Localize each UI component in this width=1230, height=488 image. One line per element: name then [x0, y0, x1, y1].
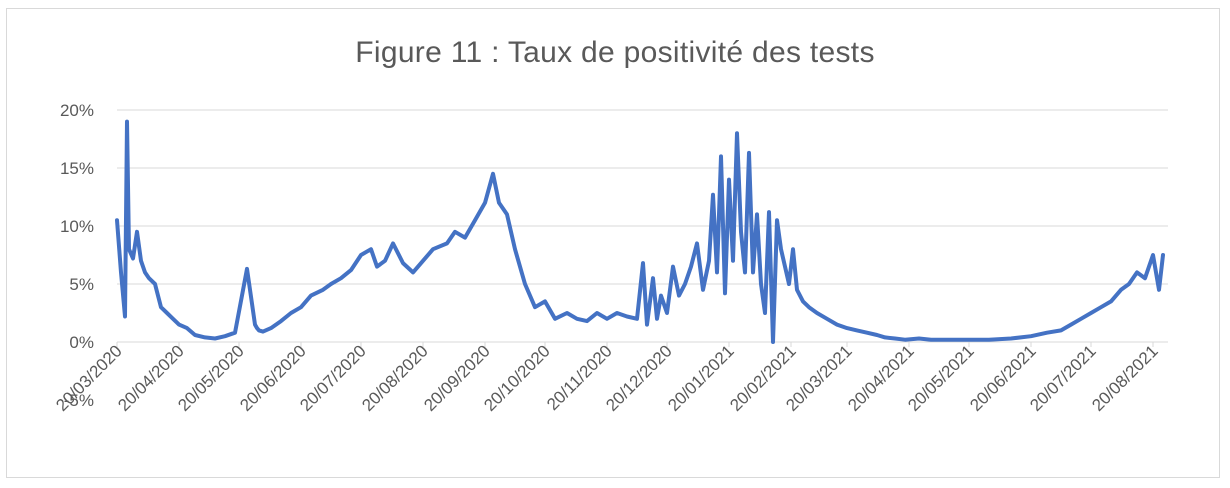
y-tick-label: 0% — [69, 333, 94, 352]
chart-frame — [6, 8, 1220, 478]
x-tick-label: 20/08/2021 — [1088, 341, 1162, 415]
y-tick-label: 5% — [69, 275, 94, 294]
grid-layer — [117, 109, 1168, 343]
y-tick-label: -5% — [64, 391, 94, 410]
series-layer — [115, 119, 1165, 344]
x-axis-ticks: 20/03/202020/04/202020/05/202020/06/2020… — [52, 341, 1162, 415]
chart-title: Figure 11 : Taux de positivité des tests — [355, 36, 875, 69]
x-tick-label: 20/08/2020 — [358, 341, 432, 415]
y-tick-label: 20% — [60, 101, 94, 120]
x-tick-label: 20/01/2021 — [664, 341, 738, 415]
series-line — [115, 119, 1165, 344]
y-tick-label: 15% — [60, 159, 94, 178]
y-tick-label: 10% — [60, 217, 94, 236]
y-axis-ticks: -5% 0% 5% 10% 15% 20% — [60, 101, 94, 410]
